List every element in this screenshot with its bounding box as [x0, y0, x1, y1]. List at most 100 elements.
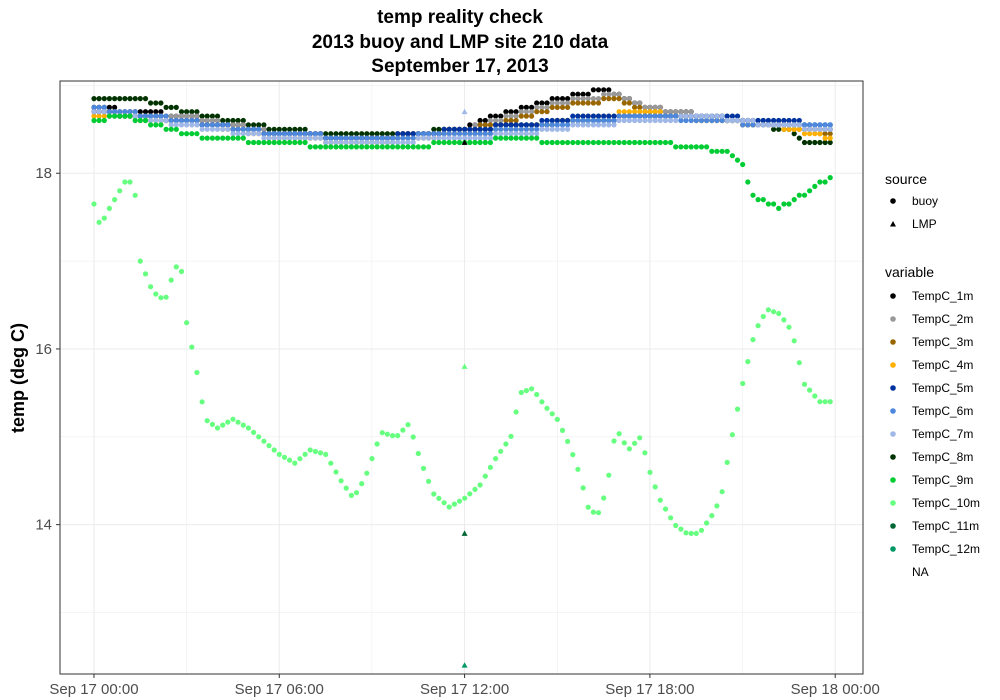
point-TempC_9m [199, 135, 205, 141]
point-TempC_6m [740, 122, 746, 128]
point-TempC_8m [276, 126, 282, 132]
point-TempC_5m [456, 126, 463, 132]
point-TempC_8m [148, 100, 154, 106]
point-TempC_8m [153, 100, 159, 106]
legend-label-buoy: buoy [912, 194, 938, 208]
point-TempC_2m [642, 104, 648, 110]
point-TempC_5m [760, 117, 766, 124]
point-TempC_10m [755, 323, 761, 329]
point-TempC_5m [765, 117, 772, 124]
point-TempC_8m [359, 131, 365, 137]
point-TempC_1m [585, 91, 591, 97]
point-TempC_10m [657, 497, 663, 503]
point-TempC_9m [297, 139, 303, 146]
point-TempC_9m [529, 135, 535, 141]
point-TempC_1m [549, 96, 555, 102]
point-TempC_9m [287, 139, 293, 146]
point-TempC_6m [595, 117, 602, 124]
point-TempC_10m [508, 433, 514, 439]
point-TempC_6m [312, 131, 318, 137]
point-TempC_9m [503, 135, 509, 141]
point-TempC_9m [498, 135, 504, 141]
title-line-2: 2013 buoy and LMP site 210 data [312, 32, 609, 53]
point-TempC_5m [518, 122, 524, 128]
point-TempC_7m [462, 135, 468, 141]
point-TempC_6m [348, 135, 354, 141]
point-TempC_10m [776, 310, 782, 317]
point-TempC_9m [693, 144, 699, 150]
point-TempC_6m [575, 117, 581, 124]
point-TempC_10m [498, 448, 504, 454]
legend-label-TempC_7m: TempC_7m [912, 427, 973, 441]
point-TempC_9m [132, 117, 138, 124]
point-TempC_9m [673, 144, 679, 150]
point-TempC_5m [776, 117, 782, 124]
point-TempC_6m [451, 131, 457, 137]
point-TempC_1m [148, 109, 154, 115]
point-TempC_10m [673, 522, 679, 529]
point-TempC_9m [729, 153, 736, 159]
point-TempC_10m [642, 450, 648, 456]
legend-key-TempC_5m [890, 385, 896, 391]
point-TempC_7m [395, 139, 401, 146]
point-TempC_2m [575, 96, 581, 102]
point-TempC_10m [632, 440, 638, 446]
point-TempC_7m [230, 131, 236, 137]
point-TempC_8m [261, 122, 267, 128]
point-TempC_1m [508, 109, 514, 115]
point-TempC_10m [734, 406, 741, 412]
point-TempC_1m [539, 100, 545, 106]
legend-label-TempC_1m: TempC_1m [912, 289, 973, 303]
point-TempC_7m [812, 126, 818, 132]
point-TempC_7m [611, 122, 617, 128]
point-TempC_9m [374, 144, 380, 150]
point-TempC_1m [137, 109, 143, 115]
point-TempC_10m [287, 457, 293, 463]
point-TempC_6m [163, 113, 169, 119]
point-TempC_7m [827, 126, 833, 132]
point-TempC_6m [714, 117, 720, 124]
point-TempC_9m [209, 135, 215, 141]
point-TempC_6m [446, 131, 452, 137]
plot-border [59, 80, 864, 675]
point-TempC_8m [328, 131, 334, 137]
point-TempC_7m [477, 135, 483, 141]
point-TempC_10m [462, 495, 468, 501]
point-TempC_9m [96, 117, 102, 124]
point-TempC_1m [575, 91, 581, 97]
point-TempC_3m [508, 117, 514, 124]
point-TempC_3m [626, 100, 633, 106]
point-TempC_9m [189, 131, 195, 137]
point-TempC_5m [400, 131, 406, 137]
point-TempC_10m [364, 470, 370, 476]
point-TempC_1m [570, 91, 576, 97]
point-TempC_7m [765, 122, 772, 128]
legend-key-TempC_6m [890, 408, 896, 414]
point-TempC_8m [431, 126, 437, 132]
point-TempC_10m [312, 448, 318, 455]
point-TempC_7m [204, 126, 210, 132]
point-TempC_10m [230, 416, 236, 422]
point-TempC_10m [549, 411, 555, 417]
point-TempC_10m [369, 456, 375, 462]
point-TempC_7m [168, 122, 174, 128]
point-TempC_6m [194, 117, 200, 124]
point-TempC_7m [724, 117, 730, 124]
point-TempC_8m [338, 131, 344, 137]
point-TempC_4m [96, 113, 102, 119]
point-TempC_10m [317, 450, 324, 456]
point-TempC_8m [791, 131, 797, 137]
point-TempC_3m [482, 122, 488, 128]
point-TempC_9m [585, 139, 591, 146]
point-TempC_9m [626, 139, 633, 146]
point-TempC_6m [822, 122, 828, 128]
point-TempC_6m [343, 135, 349, 141]
point-TempC_5m [729, 113, 736, 119]
point-TempC_6m [137, 113, 143, 119]
point-TempC_7m [734, 117, 741, 124]
point-TempC_9m [220, 135, 226, 141]
point-TempC_10m [503, 441, 509, 447]
point-TempC_8m [348, 131, 354, 137]
point-TempC_7m [184, 122, 190, 128]
point-TempC_8m [240, 117, 246, 124]
